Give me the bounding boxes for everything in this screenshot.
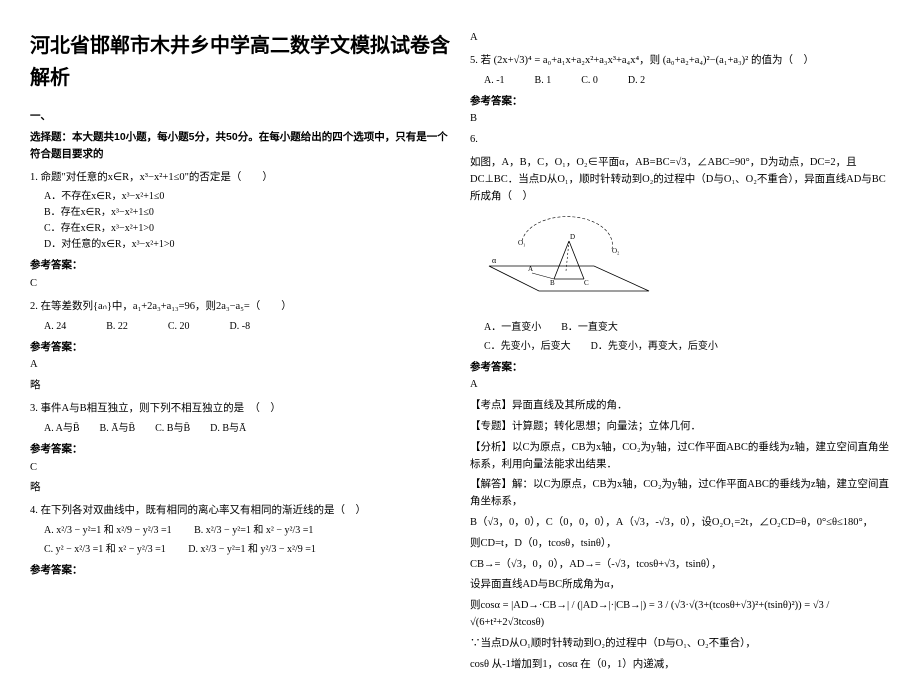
q1-opt-c: C．存在x∈R，x³−x²+1>0: [44, 221, 450, 237]
geometry-diagram: α D B C A O₁ O₂: [484, 211, 654, 306]
q6-opts-ab: A．一直变小 B．一直变大: [484, 320, 890, 336]
q1-answer: C: [30, 276, 450, 293]
q4-answer-heading: 参考答案：: [30, 562, 450, 579]
expl-kaodian: 【考点】异面直线及其所成的角．: [470, 398, 890, 415]
q6-number: 6.: [470, 132, 890, 149]
q5-answer-heading: 参考答案：: [470, 93, 890, 110]
expl-fenxi: 【分析】以C为原点，CB为x轴，CO₂为y轴，过C作平面ABC的垂线为z轴，建立…: [470, 440, 890, 474]
expl-line4: 设异面直线AD与BC所成角为α，: [470, 577, 890, 594]
svg-text:O₁: O₁: [518, 239, 526, 247]
q5-stem: 5. 若 (2x+√3)⁴ = a₀+a₁x+a₂x²+a₃x³+a₄x⁴，则 …: [470, 53, 890, 70]
q3-answer-heading: 参考答案：: [30, 441, 450, 458]
q4-opt-c: C. y² − x²/3 =1 和 x² − y²/3 =1: [44, 544, 166, 555]
q2-stem: 2. 在等差数列{aₙ}中，a₁+2a₃+a₁₃=96，则2a₃−a₅=（ ）: [30, 299, 450, 316]
q4-stem: 4. 在下列各对双曲线中，既有相同的离心率又有相同的渐近线的是（ ）: [30, 503, 450, 520]
q3-note: 略: [30, 480, 450, 497]
expl-line1: B（√3，0，0），C（0，0，0），A（√3，-√3，0），设O₂O₁=2t，…: [470, 515, 890, 532]
svg-text:D: D: [570, 233, 575, 241]
q4-opt-a: A. x²/3 − y²=1 和 x²/9 − y²/3 =1: [44, 525, 172, 536]
q5-answer: B: [470, 111, 890, 128]
q1-opt-b: B．存在x∈R，x³−x²+1≤0: [44, 205, 450, 221]
q3-opts: A. A与B̄ B. Ā与B̄ C. B与B̄ D. B与Ā: [44, 421, 450, 437]
q6-answer-heading: 参考答案：: [470, 359, 890, 376]
q3-stem: 3. 事件A与B相互独立，则下列不相互独立的是 （ ）: [30, 401, 450, 418]
section-instructions: 选择题：本大题共10小题，每小题5分，共50分。在每小题给出的四个选项中，只有是…: [30, 129, 450, 163]
q4-opts-row2: C. y² − x²/3 =1 和 x² − y²/3 =1 D. x²/3 −…: [44, 542, 450, 558]
svg-text:A: A: [528, 265, 533, 273]
exam-title: 河北省邯郸市木井乡中学高二数学文模拟试卷含解析: [30, 30, 450, 94]
q2-opts: A. 24 B. 22 C. 20 D. -8: [44, 319, 450, 335]
expl-line7: cosθ 从-1增加到1，cosα 在（0，1）内递减，: [470, 657, 890, 673]
q5-opts: A. -1 B. 1 C. 0 D. 2: [484, 73, 890, 89]
svg-text:C: C: [584, 279, 589, 287]
q1-opt-d: D．对任意的x∈R，x³−x²+1>0: [44, 237, 450, 253]
right-column: A 5. 若 (2x+√3)⁴ = a₀+a₁x+a₂x²+a₃x³+a₄x⁴，…: [470, 30, 890, 641]
q4-answer: A: [470, 30, 890, 47]
section-number: 一、: [30, 108, 450, 125]
q2-answer: A: [30, 357, 450, 374]
expl-line5: 则cosα = |AD→·CB→| / (|AD→|·|CB→|) = 3 / …: [470, 598, 890, 632]
left-column: 河北省邯郸市木井乡中学高二数学文模拟试卷含解析 一、 选择题：本大题共10小题，…: [30, 30, 450, 641]
q2-note: 略: [30, 378, 450, 395]
expl-line3: CB→=（√3，0，0），AD→=（-√3，tcosθ+√3，tsinθ），: [470, 557, 890, 574]
q1-opt-a: A．不存在x∈R，x³−x²+1≤0: [44, 189, 450, 205]
q4-opt-b: B. x²/3 − y²=1 和 x² − y²/3 =1: [194, 525, 313, 536]
svg-text:B: B: [550, 279, 555, 287]
q4-opts-row1: A. x²/3 − y²=1 和 x²/9 − y²/3 =1 B. x²/3 …: [44, 523, 450, 539]
q6-opts-cd: C．先变小，后变大 D．先变小，再变大，后变小: [484, 339, 890, 355]
q6-stem: 如图，A，B，C，O₁，O₂∈平面α，AB=BC=√3，∠ABC=90°，D为动…: [470, 155, 890, 205]
q6-answer: A: [470, 377, 890, 394]
q3-answer: C: [30, 460, 450, 477]
q2-answer-heading: 参考答案：: [30, 339, 450, 356]
svg-text:α: α: [492, 256, 497, 265]
expl-line6: ∵当点D从O₁顺时针转动到O₂的过程中（D与O₁、O₂不重合），: [470, 636, 890, 653]
expl-zhuanti: 【专题】计算题；转化思想；向量法；立体几何．: [470, 419, 890, 436]
svg-text:O₂: O₂: [612, 247, 620, 255]
exam-page: 河北省邯郸市木井乡中学高二数学文模拟试卷含解析 一、 选择题：本大题共10小题，…: [0, 0, 920, 651]
q4-opt-d: D. x²/3 − y²=1 和 y²/3 − x²/9 =1: [188, 544, 316, 555]
q1-answer-heading: 参考答案：: [30, 257, 450, 274]
q1-stem: 1. 命题"对任意的x∈R，x³−x²+1≤0"的否定是（ ）: [30, 170, 450, 187]
expl-jieda: 【解答】解：以C为原点，CB为x轴，CO₂为y轴，过C作平面ABC的垂线为z轴，…: [470, 477, 890, 511]
expl-line2: 则CD=t，D（0，tcosθ，tsinθ），: [470, 536, 890, 553]
